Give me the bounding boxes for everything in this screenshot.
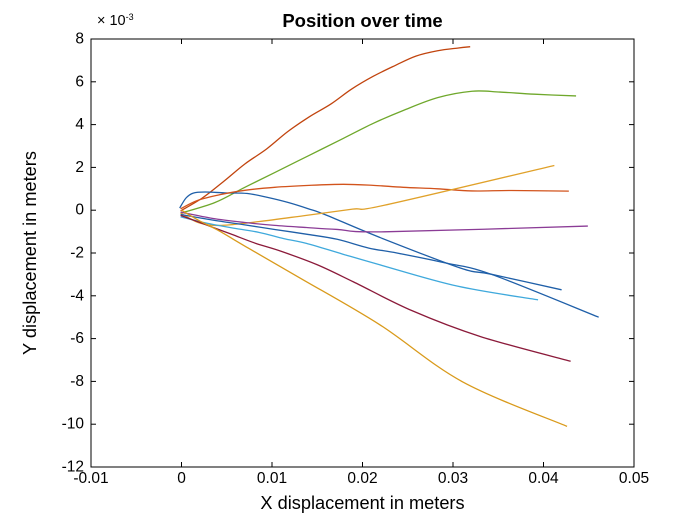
svg-text:× 10-3: × 10-3 <box>97 12 134 29</box>
svg-text:4: 4 <box>75 116 84 133</box>
svg-text:0.03: 0.03 <box>438 470 468 487</box>
svg-text:-4: -4 <box>70 287 84 304</box>
svg-text:0: 0 <box>177 470 186 487</box>
svg-text:2: 2 <box>75 159 84 176</box>
svg-text:0.01: 0.01 <box>257 470 287 487</box>
svg-text:Y displacement in meters: Y displacement in meters <box>20 151 40 355</box>
svg-text:-12: -12 <box>62 459 84 476</box>
svg-text:X displacement in meters: X displacement in meters <box>260 493 464 513</box>
svg-text:-6: -6 <box>70 330 84 347</box>
svg-text:0.04: 0.04 <box>528 470 559 487</box>
svg-text:-8: -8 <box>70 373 84 390</box>
svg-text:0: 0 <box>75 202 84 219</box>
svg-text:8: 8 <box>75 31 84 48</box>
svg-text:-10: -10 <box>62 416 85 433</box>
svg-text:Position over time: Position over time <box>282 10 442 31</box>
svg-text:-2: -2 <box>70 245 84 262</box>
svg-text:0.02: 0.02 <box>347 470 377 487</box>
svg-text:0.05: 0.05 <box>619 470 649 487</box>
svg-text:6: 6 <box>75 73 84 90</box>
